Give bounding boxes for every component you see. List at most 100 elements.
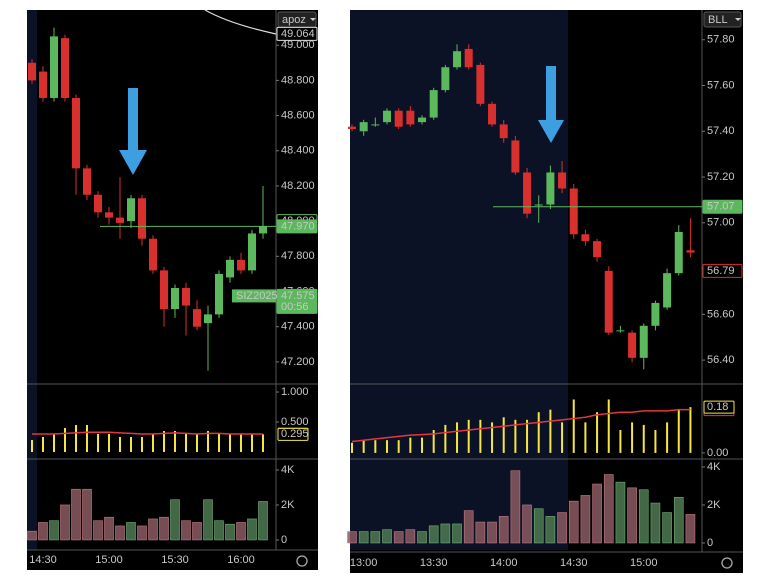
indicator-bar xyxy=(42,437,44,453)
y-tick-label: 57.80 xyxy=(707,34,735,46)
y-tick-label: 4K xyxy=(281,464,295,476)
volume-bar xyxy=(498,516,509,544)
y-tick-label: 57.20 xyxy=(707,171,735,183)
candle-body xyxy=(488,103,497,125)
volume-bar xyxy=(615,481,626,544)
candle-body xyxy=(394,110,403,127)
dropdown-caret xyxy=(735,18,741,21)
volume-bar xyxy=(428,525,439,544)
volume-bar xyxy=(38,522,48,541)
indicator-bar xyxy=(479,419,482,453)
indicator-line xyxy=(32,431,264,435)
candle-body xyxy=(116,217,124,223)
volume-bar xyxy=(603,474,614,544)
volume-bar xyxy=(192,522,202,541)
volume-bar xyxy=(137,525,147,541)
indicator-tag xyxy=(277,427,309,441)
candle-body xyxy=(429,90,438,118)
indicator-bar xyxy=(97,434,99,453)
candle-body xyxy=(149,238,157,271)
indicator-tag xyxy=(703,400,735,414)
candle-body xyxy=(160,270,168,310)
y-tick-label: 57.40 xyxy=(707,125,735,137)
volume-bar xyxy=(475,521,486,544)
candle-body xyxy=(534,204,543,206)
indicator-bar xyxy=(502,417,505,453)
candle-body xyxy=(94,194,102,213)
volume-bar xyxy=(181,520,191,541)
volume-bar xyxy=(440,523,451,544)
indicator-bar xyxy=(218,434,220,453)
indicator-bar xyxy=(185,434,187,453)
y-tick-label: 57.00 xyxy=(707,217,735,229)
x-tick-label: 14:30 xyxy=(560,557,588,569)
indicator-bar xyxy=(537,412,540,453)
indicator-bar xyxy=(75,425,77,453)
x-tick-label: 16:00 xyxy=(227,554,255,566)
volume-bar xyxy=(159,516,169,541)
volume-bar xyxy=(115,525,125,541)
volume-bar xyxy=(405,529,416,544)
volume-bar xyxy=(592,483,602,544)
candle-body xyxy=(418,117,427,123)
volume-bar xyxy=(347,531,357,544)
volume-bar xyxy=(170,499,180,541)
candle-body xyxy=(138,198,146,239)
arrow xyxy=(538,66,564,143)
candle-body xyxy=(383,110,392,123)
indicator-bar xyxy=(362,440,365,453)
volume-bar xyxy=(82,488,92,541)
candle-body xyxy=(453,51,462,68)
candle-body xyxy=(28,62,36,81)
indicator-bar xyxy=(677,409,680,453)
symbol: BLL xyxy=(708,14,728,26)
indicator-bar xyxy=(654,430,657,453)
x-tick-label: 13:30 xyxy=(420,557,448,569)
indicator-bar xyxy=(584,422,587,453)
candle-body xyxy=(476,64,485,104)
price-tag xyxy=(276,26,318,41)
dropdown-caret xyxy=(310,18,316,21)
indicator-bar xyxy=(163,431,165,453)
price-tag-label: 57.07 xyxy=(707,201,735,213)
indicator-bar xyxy=(240,434,242,453)
indicator-bar xyxy=(491,422,494,453)
indicator-bar xyxy=(397,440,400,453)
symbol-box xyxy=(703,11,742,28)
candle-body xyxy=(171,287,179,310)
price-tag xyxy=(276,219,318,234)
indicator-bar xyxy=(386,440,389,453)
indicator-bar xyxy=(526,419,529,453)
price-tag xyxy=(702,263,743,278)
x-tick-label: 15:00 xyxy=(630,557,658,569)
volume-bar xyxy=(685,514,696,544)
y-tick-label: 4K xyxy=(707,461,721,473)
settings-icon[interactable] xyxy=(296,555,308,567)
candle-body xyxy=(499,124,508,139)
candle-body xyxy=(581,234,590,242)
volume-bar xyxy=(358,531,369,544)
indicator-bar xyxy=(642,424,645,453)
volume-bar xyxy=(148,518,158,541)
volume-bar xyxy=(650,502,661,544)
indicator-bar xyxy=(631,422,634,453)
settings-icon[interactable] xyxy=(721,557,733,569)
volume-bar xyxy=(452,523,462,544)
volume-bar xyxy=(370,531,381,544)
candle-body xyxy=(593,241,602,258)
session-shade xyxy=(27,10,37,550)
drawing-line xyxy=(204,9,277,35)
indicator-bar xyxy=(196,434,198,453)
price-tag-label: 49.064 xyxy=(281,28,315,40)
y-tick-label: 0 xyxy=(707,537,713,549)
volume-bar xyxy=(247,518,257,541)
candle-body xyxy=(182,287,190,306)
volume-bar xyxy=(545,516,556,544)
price-tag xyxy=(702,199,743,214)
x-tick-label: 13:00 xyxy=(350,557,378,569)
indicator-bar xyxy=(619,430,622,453)
countdown: 00:56 xyxy=(281,301,309,313)
volume-bar xyxy=(522,504,532,544)
candle-body xyxy=(359,122,368,132)
